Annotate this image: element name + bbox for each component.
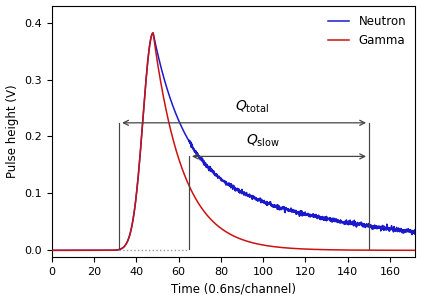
- X-axis label: Time (0.6ns/channel): Time (0.6ns/channel): [171, 282, 296, 296]
- Line: Neutron: Neutron: [52, 33, 416, 250]
- Line: Gamma: Gamma: [52, 33, 416, 250]
- Gamma: [319, 248, 324, 251]
- Neutron: [413, 231, 418, 235]
- Gamma: [181, 171, 186, 175]
- Neutron: [392, 228, 397, 231]
- Neutron: [49, 249, 54, 252]
- Neutron: [195, 151, 200, 154]
- Legend: Neutron, Gamma: Neutron, Gamma: [324, 11, 410, 51]
- Gamma: [392, 248, 397, 252]
- Neutron: [181, 129, 186, 133]
- Neutron: [319, 216, 324, 220]
- Neutron: [251, 194, 256, 198]
- Text: $Q_\mathrm{total}$: $Q_\mathrm{total}$: [235, 99, 270, 115]
- Gamma: [251, 241, 256, 245]
- Neutron: [150, 31, 155, 35]
- Gamma: [195, 200, 200, 203]
- Gamma: [413, 249, 418, 252]
- Y-axis label: Pulse height (V): Pulse height (V): [5, 85, 19, 178]
- Gamma: [150, 31, 155, 35]
- Text: $Q_\mathrm{slow}$: $Q_\mathrm{slow}$: [246, 133, 280, 149]
- Neutron: [305, 212, 310, 216]
- Gamma: [305, 247, 310, 251]
- Gamma: [49, 249, 54, 252]
